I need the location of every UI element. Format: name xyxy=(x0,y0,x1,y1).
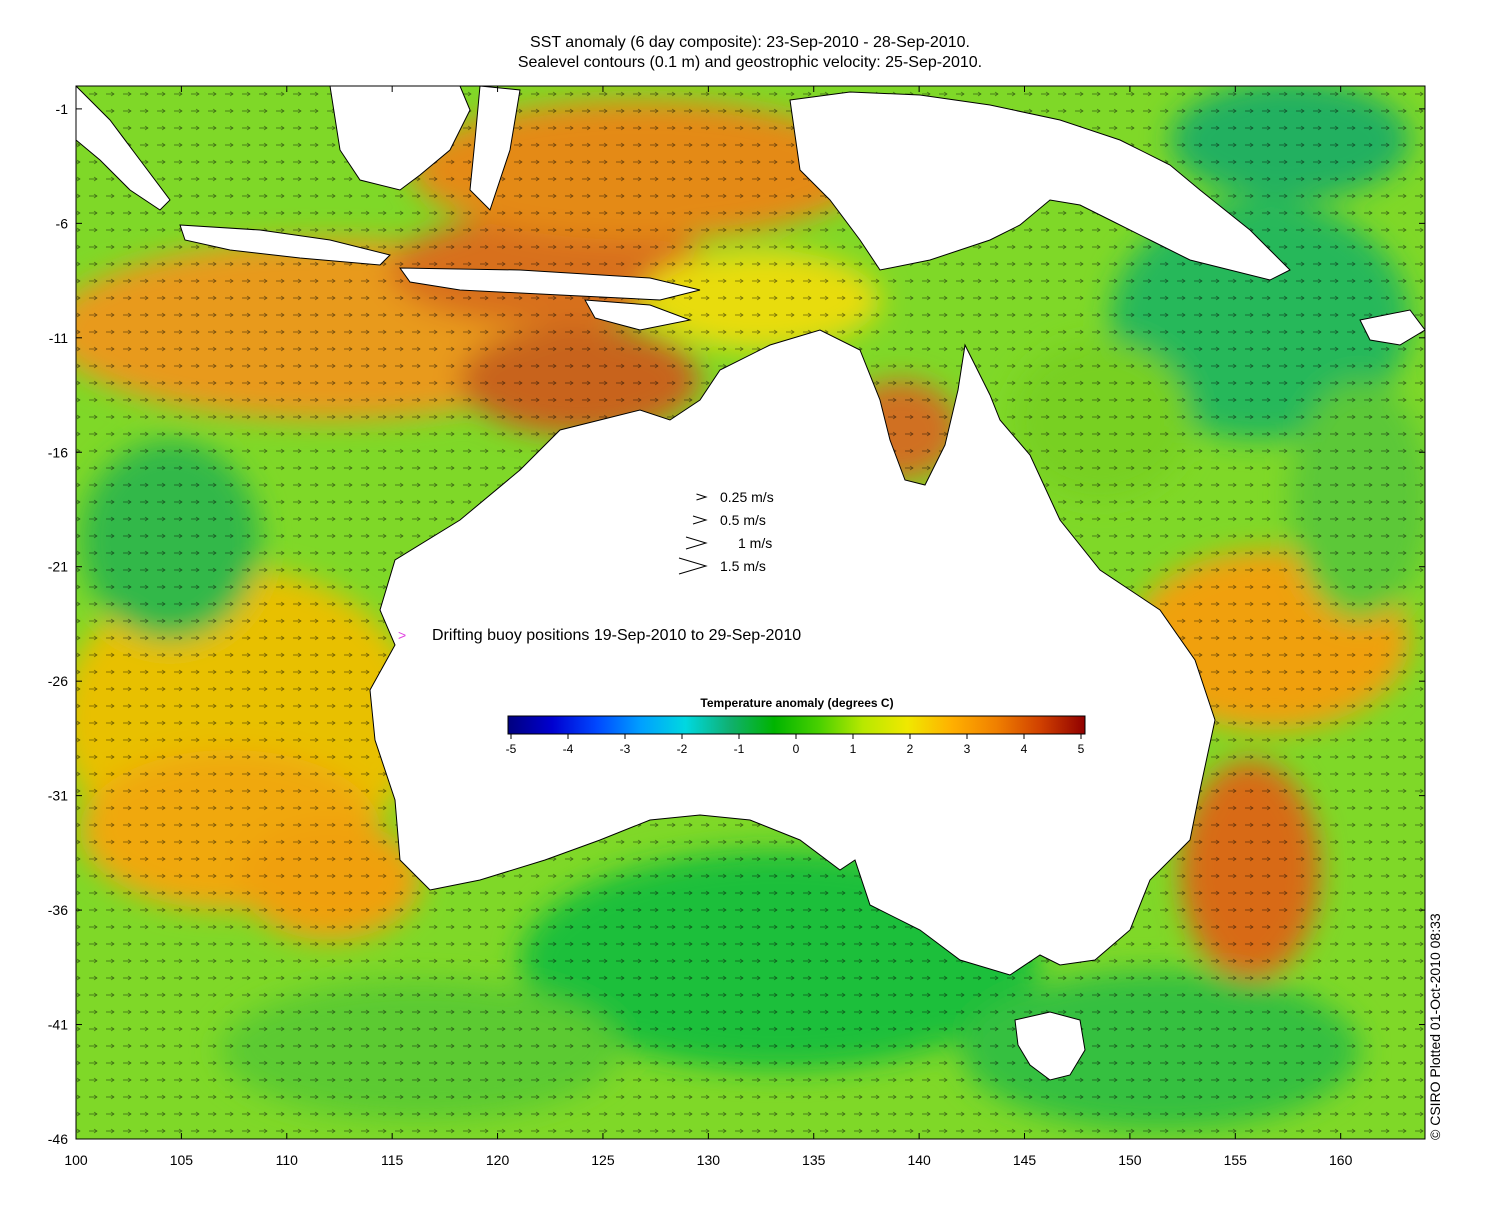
x-tick-label: 150 xyxy=(1118,1152,1142,1168)
colorbar-ticks: -5 -4 -3 -2 -1 0 1 2 3 4 5 xyxy=(506,734,1085,756)
y-tick-label: -6 xyxy=(56,215,69,231)
velocity-arrow-icon xyxy=(696,493,708,501)
x-tick-label: 105 xyxy=(170,1152,194,1168)
y-tick-label: -26 xyxy=(48,673,68,689)
velocity-label: 0.5 m/s xyxy=(720,512,766,528)
new-britain-landmass xyxy=(1359,309,1425,346)
y-tick-label: -21 xyxy=(48,559,68,575)
sulawesi-landmass xyxy=(469,86,521,211)
y-tick-label: -31 xyxy=(48,788,68,804)
x-tick-label: 145 xyxy=(1013,1152,1037,1168)
colorbar-tick-label: -1 xyxy=(734,742,745,756)
copyright-notice: © CSIRO Plotted 01-Oct-2010 08:33 xyxy=(1427,913,1443,1140)
buoy-legend: > Drifting buoy positions 19-Sep-2010 to… xyxy=(398,627,801,644)
y-tick-label: -16 xyxy=(48,444,68,460)
colorbar-tick-label: 5 xyxy=(1078,742,1085,756)
x-tick-label: 130 xyxy=(697,1152,721,1168)
colorbar-tick-label: 3 xyxy=(964,742,971,756)
x-tick-label: 115 xyxy=(381,1152,404,1168)
colorbar-tick-label: -5 xyxy=(506,742,517,756)
x-tick-label: 135 xyxy=(802,1152,826,1168)
velocity-legend: 0.25 m/s 0.5 m/s 1 m/s 1.5 m/s xyxy=(678,489,774,575)
y-tick-label: -41 xyxy=(48,1017,68,1033)
colorbar-tick-label: -3 xyxy=(620,742,631,756)
new-guinea-landmass xyxy=(789,91,1291,281)
y-tick-label: -46 xyxy=(48,1131,68,1147)
borneo-landmass xyxy=(329,86,471,191)
velocity-arrow-icon xyxy=(685,536,708,550)
plot-frame xyxy=(75,85,1426,1140)
buoy-marker-icon: > xyxy=(398,627,406,643)
nusa-tenggara-landmass xyxy=(399,267,701,301)
colorbar-tick-label: 4 xyxy=(1021,742,1028,756)
x-tick-label: 120 xyxy=(486,1152,510,1168)
x-tick-label: 100 xyxy=(64,1152,88,1168)
colorbar-tick-label: -4 xyxy=(563,742,574,756)
velocity-label: 0.25 m/s xyxy=(720,489,774,505)
java-landmass xyxy=(179,224,391,266)
velocity-label: 1.5 m/s xyxy=(720,558,766,574)
map-subtitle: Sealevel contours (0.1 m) and geostrophi… xyxy=(517,54,983,71)
colorbar-title: Temperature anomaly (degrees C) xyxy=(700,696,893,710)
sumatra-landmass xyxy=(76,86,171,211)
colorbar-tick-label: -2 xyxy=(677,742,688,756)
australia-landmass xyxy=(369,329,1216,976)
y-tick-label: -1 xyxy=(56,101,69,117)
velocity-arrow-icon xyxy=(692,515,708,525)
x-tick-label: 155 xyxy=(1224,1152,1248,1168)
buoy-legend-label: Drifting buoy positions 19-Sep-2010 to 2… xyxy=(432,627,801,644)
velocity-label: 1 m/s xyxy=(738,535,772,551)
y-axis: -1-6-11-16-21-26-31-36-41-46 xyxy=(48,101,1425,1147)
x-tick-label: 110 xyxy=(276,1152,299,1168)
x-axis: 100 105 110 115 120 125 130 135 140 145 150 155 160 xyxy=(64,86,1353,1168)
colorbar-tick-label: 1 xyxy=(850,742,857,756)
timor-landmass xyxy=(584,299,692,331)
velocity-arrow-icon xyxy=(678,557,708,575)
y-tick-label: -11 xyxy=(49,330,68,346)
y-tick-label: -36 xyxy=(48,902,68,918)
x-tick-label: 125 xyxy=(591,1152,615,1168)
land-masses xyxy=(76,86,1425,1081)
colorbar-gradient xyxy=(507,715,1086,735)
map-title: SST anomaly (6 day composite): 23-Sep-20… xyxy=(530,34,970,51)
sst-field xyxy=(76,86,1425,1139)
x-tick-label: 160 xyxy=(1329,1152,1353,1168)
colorbar: Temperature anomaly (degrees C) -5 -4 -3 -2… xyxy=(506,696,1086,756)
tasmania-landmass xyxy=(1014,1011,1086,1081)
colorbar-tick-label: 0 xyxy=(793,742,800,756)
x-tick-label: 140 xyxy=(907,1152,931,1168)
colorbar-tick-label: 2 xyxy=(907,742,914,756)
